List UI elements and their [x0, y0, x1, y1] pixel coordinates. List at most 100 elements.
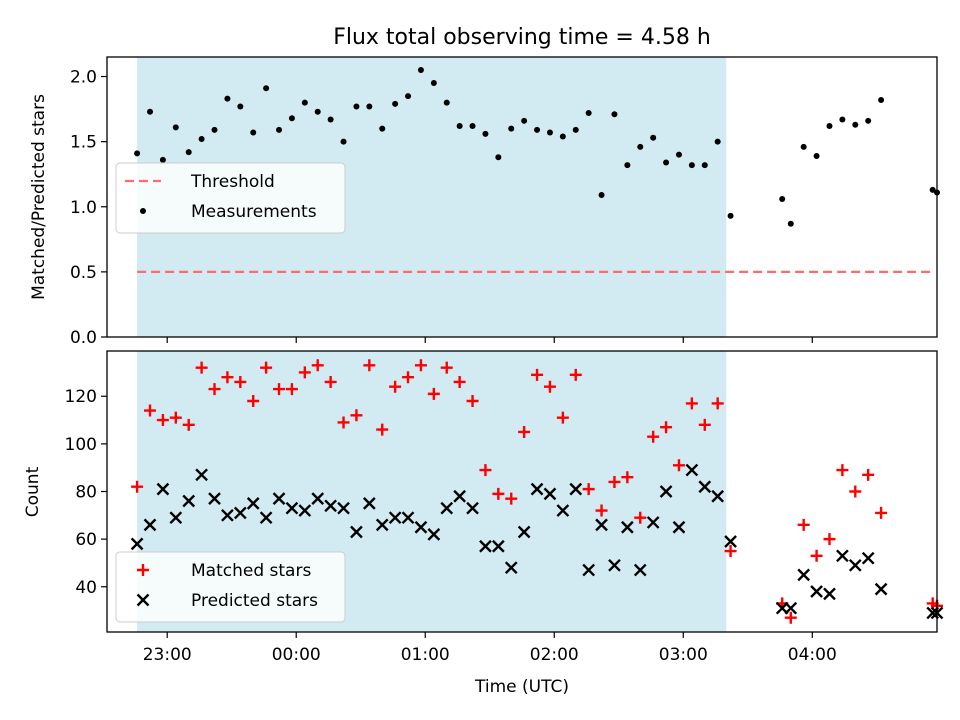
matched-star-point — [505, 492, 518, 505]
predicted-star-point — [143, 518, 157, 532]
predicted-star-point — [453, 489, 466, 503]
predicted-star-point — [861, 551, 875, 565]
predicted-star-point — [375, 518, 389, 532]
measurement-point — [327, 116, 334, 123]
predicted-star-point — [659, 485, 673, 498]
matched-star-point — [260, 361, 273, 374]
matched-star-point — [247, 395, 260, 408]
matched-star-point — [875, 506, 888, 519]
matched-star-point — [234, 375, 247, 388]
predicted-star-point — [285, 501, 299, 515]
measurement-point — [301, 99, 308, 106]
matched-star-point — [337, 416, 350, 429]
matched-star-point — [672, 459, 685, 472]
measurement-point — [417, 67, 424, 74]
predicted-star-point — [797, 568, 811, 582]
matched-star-point — [182, 418, 195, 431]
predicted-star-point — [427, 528, 441, 541]
top-y-tick-label: 0.5 — [70, 263, 97, 283]
top-chart-title: Flux total observing time = 4.58 h — [333, 25, 711, 50]
measurement-point — [340, 138, 347, 145]
predicted-star-point — [685, 463, 699, 477]
predicted-star-point — [362, 497, 376, 510]
matched-star-point — [414, 359, 427, 372]
matched-star-point — [698, 418, 711, 431]
matched-star-point — [569, 368, 582, 381]
matched-star-point — [849, 485, 862, 498]
matched-star-point — [608, 475, 621, 488]
bottom-y-tick-label: 100 — [65, 435, 97, 455]
predicted-star-point — [246, 497, 260, 510]
matched-star-point — [518, 425, 531, 438]
top-y-tick-label: 0.0 — [70, 328, 97, 348]
bottom-series-predicted-stars — [130, 463, 944, 620]
matched-star-point — [169, 411, 182, 424]
predicted-star-point — [221, 508, 234, 522]
top-y-tick-label: 2.0 — [70, 68, 97, 88]
top-y-tick-label: 1.0 — [70, 198, 97, 218]
predicted-star-point — [311, 492, 325, 505]
measurement-point — [800, 143, 807, 150]
predicted-star-point — [621, 520, 634, 534]
matched-star-point — [389, 380, 402, 393]
measurement-point — [611, 111, 618, 118]
matched-star-point — [376, 423, 389, 436]
predicted-star-point — [608, 558, 621, 572]
measurement-point — [134, 150, 141, 157]
measurement-point — [430, 80, 437, 87]
bottom-x-tick-label: 23:00 — [143, 645, 192, 665]
measurement-point — [159, 156, 166, 163]
matched-star-point — [440, 361, 453, 374]
measurement-point — [353, 103, 360, 110]
predicted-star-point — [208, 492, 221, 505]
matched-star-point — [836, 464, 849, 477]
matched-star-point — [402, 371, 415, 384]
legend-matched-swatch — [137, 564, 149, 576]
predicted-star-point — [633, 563, 647, 577]
bottom-x-tick-label: 04:00 — [788, 645, 837, 665]
matched-star-point — [685, 397, 698, 410]
predicted-star-point — [491, 539, 505, 553]
measurement-point — [224, 95, 231, 102]
measurement-point — [534, 126, 541, 133]
measurement-point — [839, 116, 846, 123]
predicted-star-point — [517, 525, 531, 539]
predicted-star-point — [169, 511, 183, 525]
matched-star-point — [131, 480, 144, 493]
predicted-star-point — [724, 535, 737, 548]
predicted-star-point — [556, 504, 570, 517]
bottom-y-axis-label: Count — [23, 466, 43, 517]
predicted-star-point — [233, 506, 247, 520]
measurement-point — [727, 212, 734, 219]
predicted-star-point — [272, 492, 286, 505]
predicted-star-point — [698, 480, 712, 494]
matched-star-point — [531, 368, 544, 381]
measurement-point — [929, 186, 936, 193]
matched-star-point — [453, 375, 466, 388]
predicted-star-point — [530, 482, 544, 496]
measurement-point — [650, 134, 657, 141]
matched-star-point — [144, 404, 157, 417]
matched-star-point — [350, 409, 363, 422]
bottom-x-tick-label: 03:00 — [659, 645, 708, 665]
measurement-point — [663, 159, 670, 166]
measurement-point — [637, 143, 644, 150]
legend-label: Measurements — [191, 202, 317, 222]
matched-star-point — [195, 361, 208, 374]
measurement-point — [878, 96, 885, 103]
matched-star-point — [543, 380, 556, 393]
measurement-point — [865, 117, 872, 124]
measurement-point — [276, 126, 283, 133]
matched-star-point — [492, 487, 505, 500]
matched-star-point — [660, 421, 673, 434]
matched-star-point — [208, 383, 221, 396]
bottom-x-tick-label: 01:00 — [401, 645, 450, 665]
top-y-axis-label: Matched/Predicted stars — [29, 94, 49, 300]
predicted-star-point — [466, 501, 479, 515]
measurement-point — [198, 136, 205, 143]
matched-star-point — [273, 383, 286, 396]
predicted-star-point — [350, 525, 363, 539]
bottom-legend: Matched stars Predicted stars — [115, 551, 346, 623]
matched-star-point — [810, 549, 823, 562]
